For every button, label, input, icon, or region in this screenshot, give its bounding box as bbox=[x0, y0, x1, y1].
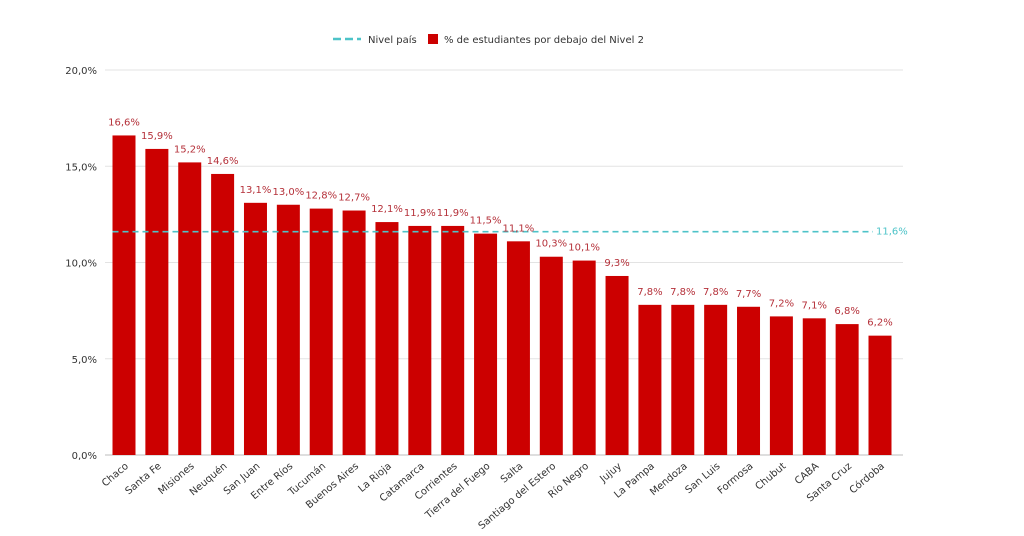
bar-tucuman bbox=[309, 208, 333, 455]
reference-line-group: 11,6% bbox=[112, 227, 908, 238]
x-tick-label: Chaco bbox=[100, 461, 131, 489]
reference-line-label: 11,6% bbox=[876, 227, 908, 238]
x-tick-label: Formosa bbox=[716, 461, 756, 497]
data-label: 10,3% bbox=[535, 239, 567, 250]
bar-san-juan bbox=[243, 202, 267, 455]
legend-label-nivel-pais: Nivel país bbox=[368, 34, 417, 46]
bar-corrientes bbox=[441, 225, 465, 455]
bar-cordoba bbox=[868, 335, 892, 455]
data-label: 12,1% bbox=[371, 204, 403, 215]
data-label: 7,1% bbox=[802, 300, 827, 311]
data-label: 15,2% bbox=[174, 144, 206, 155]
bar-rio-negro bbox=[572, 260, 596, 455]
x-tick-label: Jujuy bbox=[597, 461, 624, 486]
y-tick-label: 10,0% bbox=[65, 259, 97, 270]
y-tick-label: 20,0% bbox=[65, 66, 97, 77]
data-label: 7,8% bbox=[637, 287, 662, 298]
bars bbox=[112, 135, 892, 456]
data-label: 6,8% bbox=[834, 306, 859, 317]
data-label: 11,9% bbox=[437, 208, 469, 219]
bar-la-rioja bbox=[375, 222, 399, 455]
bar-chaco bbox=[112, 135, 136, 455]
data-label: 13,0% bbox=[272, 187, 304, 198]
data-label: 11,9% bbox=[404, 208, 436, 219]
y-tick-label: 15,0% bbox=[65, 162, 97, 173]
bar-santa-fe bbox=[145, 148, 169, 456]
legend: Nivel país % de estudiantes por debajo d… bbox=[333, 34, 644, 46]
bar-neuquen bbox=[211, 173, 235, 455]
bar-caba bbox=[802, 318, 826, 455]
legend-label-bar-series: % de estudiantes por debajo del Nivel 2 bbox=[444, 35, 644, 46]
y-tick-label: 5,0% bbox=[72, 355, 97, 366]
data-label: 6,2% bbox=[867, 318, 892, 329]
data-label: 7,2% bbox=[769, 298, 794, 309]
bar-la-pampa bbox=[638, 304, 662, 455]
bar-santiago-del-estero bbox=[539, 256, 563, 455]
bar-chubut bbox=[769, 316, 793, 455]
y-axis: 0,0% 5,0% 10,0% 15,0% 20,0% bbox=[65, 66, 97, 462]
data-label: 13,1% bbox=[240, 185, 272, 196]
bar-tierra-del-fuego bbox=[474, 233, 498, 455]
bar-misiones bbox=[178, 162, 202, 455]
bar-mendoza bbox=[671, 304, 695, 455]
data-labels: 16,6%15,9%15,2%14,6% 13,1% 13,0% 12,8% 12,7%… bbox=[108, 117, 893, 328]
x-tick-label: Chubut bbox=[753, 461, 788, 493]
data-label: 7,8% bbox=[703, 287, 728, 298]
bar-catamarca bbox=[408, 225, 432, 455]
data-label: 12,8% bbox=[305, 191, 337, 202]
bar-san-luis bbox=[704, 304, 728, 455]
data-label: 16,6% bbox=[108, 117, 140, 128]
x-tick-label: Santa Fe bbox=[123, 461, 163, 497]
data-label: 7,8% bbox=[670, 287, 695, 298]
x-tick-label: CABA bbox=[793, 461, 821, 487]
x-tick-label: Córdoba bbox=[847, 460, 887, 496]
data-label: 12,7% bbox=[338, 193, 370, 204]
data-label: 11,1% bbox=[503, 223, 535, 234]
data-label: 9,3% bbox=[604, 258, 629, 269]
data-label: 15,9% bbox=[141, 131, 173, 142]
y-tick-label: 0,0% bbox=[72, 451, 97, 462]
data-label: 11,5% bbox=[470, 216, 502, 227]
data-label: 14,6% bbox=[207, 156, 239, 167]
bar-santa-cruz bbox=[835, 324, 859, 455]
bar-buenos-aires bbox=[342, 210, 366, 455]
legend-swatch-bar-series bbox=[428, 34, 438, 44]
bar-formosa bbox=[737, 306, 761, 455]
x-tick-label: Salta bbox=[499, 461, 525, 486]
data-label: 10,1% bbox=[568, 243, 600, 254]
bar-entre-rios bbox=[276, 204, 300, 455]
bar-jujuy bbox=[605, 275, 629, 455]
bar-salta bbox=[506, 241, 530, 455]
data-label: 7,7% bbox=[736, 289, 761, 300]
